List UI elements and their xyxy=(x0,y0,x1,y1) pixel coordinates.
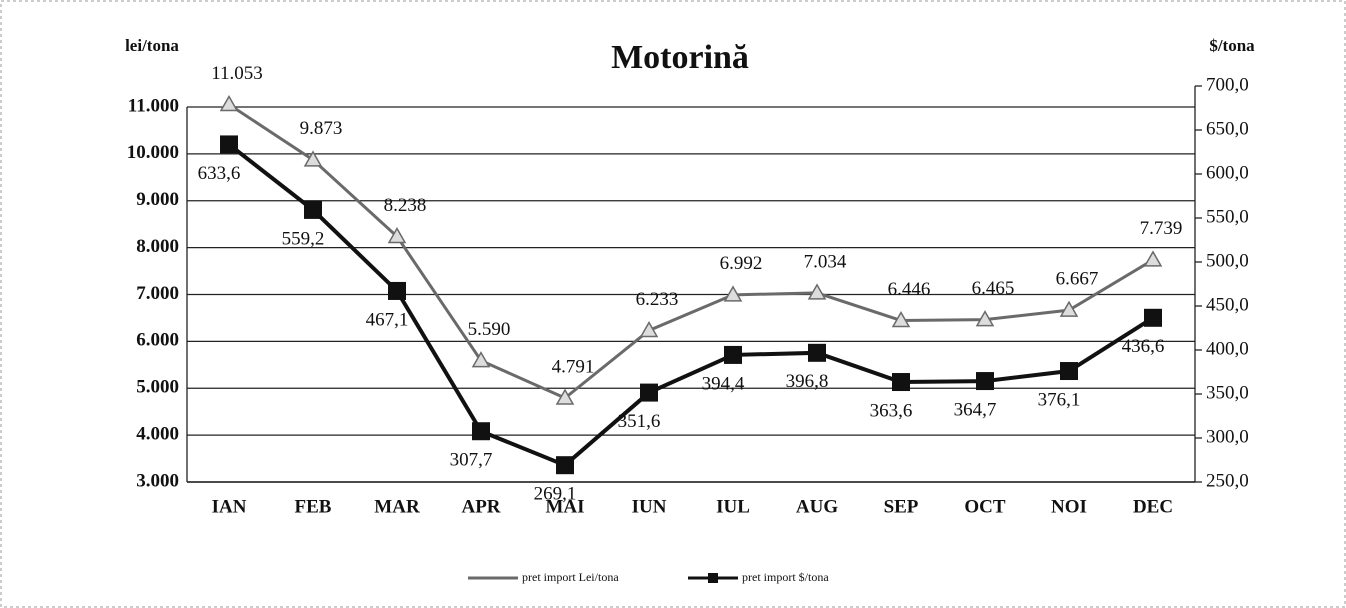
data-label: 351,6 xyxy=(618,411,661,432)
y2-tick-label: 600,0 xyxy=(1206,162,1249,183)
data-label: 5.590 xyxy=(468,319,511,340)
y-tick-label: 3.000 xyxy=(136,470,179,491)
y2-tick-label: 450,0 xyxy=(1206,294,1249,315)
y-tick-label: 4.000 xyxy=(136,423,179,444)
data-point xyxy=(1060,362,1078,381)
y2-axis-title: $/tona xyxy=(1209,36,1255,55)
data-point xyxy=(807,283,827,300)
data-point xyxy=(555,388,575,405)
y-tick-label: 11.000 xyxy=(128,95,179,116)
data-point xyxy=(1059,300,1079,317)
y-tick-label: 6.000 xyxy=(136,330,179,351)
data-label: 307,7 xyxy=(450,450,493,471)
data-label: 6.465 xyxy=(972,278,1015,299)
data-label: 6.992 xyxy=(720,253,763,274)
data-label: 6.233 xyxy=(636,289,679,310)
data-point xyxy=(724,345,742,364)
x-tick-label: APR xyxy=(461,496,500,517)
y2-tick-label: 400,0 xyxy=(1206,338,1249,359)
data-point xyxy=(1144,308,1162,327)
data-point xyxy=(472,422,490,441)
data-label: 9.873 xyxy=(300,118,343,139)
data-label: 363,6 xyxy=(870,400,913,421)
data-point xyxy=(723,285,743,302)
x-tick-label: DEC xyxy=(1133,496,1173,517)
x-tick-label: OCT xyxy=(964,496,1006,517)
data-label: 7.739 xyxy=(1140,218,1183,239)
data-label: 4.791 xyxy=(552,356,595,377)
data-label: 364,7 xyxy=(954,399,997,420)
data-label: 559,2 xyxy=(282,228,325,249)
data-label: 394,4 xyxy=(702,373,745,394)
legend-marker xyxy=(708,573,718,583)
y-tick-label: 5.000 xyxy=(136,377,179,398)
data-point xyxy=(639,320,659,338)
data-point xyxy=(891,310,911,328)
data-point xyxy=(556,456,574,475)
x-tick-label: AUG xyxy=(796,496,838,517)
x-tick-label: MAR xyxy=(374,496,420,517)
data-point xyxy=(220,135,238,154)
data-label: 6.446 xyxy=(888,279,931,300)
y2-tick-label: 250,0 xyxy=(1206,470,1249,491)
data-label: 7.034 xyxy=(804,251,847,272)
data-label: 6.667 xyxy=(1056,268,1099,289)
y-tick-label: 7.000 xyxy=(136,283,179,304)
legend: pret import Lei/tona pret import $/tona xyxy=(468,570,829,584)
data-point xyxy=(303,150,323,167)
x-tick-label: IUL xyxy=(716,496,750,517)
y-tick-label: 9.000 xyxy=(136,189,179,210)
y-tick-label: 8.000 xyxy=(136,236,179,257)
data-point xyxy=(1143,250,1163,267)
x-tick-label: NOI xyxy=(1051,496,1087,517)
data-label: 376,1 xyxy=(1038,389,1081,410)
data-point xyxy=(304,200,322,219)
x-tick-label: SEP xyxy=(884,496,919,517)
y-tick-label: 10.000 xyxy=(127,142,179,163)
data-label: 633,6 xyxy=(198,163,241,184)
legend-label: pret import Lei/tona xyxy=(522,570,619,584)
data-point xyxy=(387,226,407,244)
data-label: 269,1 xyxy=(534,484,577,505)
data-label: 11.053 xyxy=(211,63,263,84)
data-point xyxy=(219,95,239,112)
data-label: 467,1 xyxy=(366,309,409,330)
data-label: 8.238 xyxy=(384,195,427,216)
data-point xyxy=(808,343,826,362)
data-label: 396,8 xyxy=(786,371,829,392)
data-point xyxy=(975,310,995,327)
x-tick-label: IUN xyxy=(632,496,667,517)
data-point xyxy=(471,351,491,368)
x-tick-label: FEB xyxy=(295,496,332,517)
y2-tick-label: 700,0 xyxy=(1206,74,1249,95)
data-point xyxy=(976,372,994,391)
data-label: 436,6 xyxy=(1122,336,1165,357)
data-point xyxy=(388,281,406,300)
x-tick-label: IAN xyxy=(212,496,247,517)
y2-tick-label: 500,0 xyxy=(1206,250,1249,271)
y-axis-title: lei/tona xyxy=(125,36,179,55)
series-line xyxy=(227,142,1155,468)
y2-tick-label: 300,0 xyxy=(1206,426,1249,447)
chart-title: Motorină xyxy=(611,39,749,76)
x-tick-label: MAI xyxy=(545,496,584,517)
series-line xyxy=(228,103,1154,400)
data-point xyxy=(892,373,910,392)
y2-tick-label: 650,0 xyxy=(1206,118,1249,139)
data-point xyxy=(640,383,658,402)
y2-tick-label: 550,0 xyxy=(1206,206,1249,227)
y2-tick-label: 350,0 xyxy=(1206,382,1249,403)
legend-label: pret import $/tona xyxy=(742,570,829,584)
